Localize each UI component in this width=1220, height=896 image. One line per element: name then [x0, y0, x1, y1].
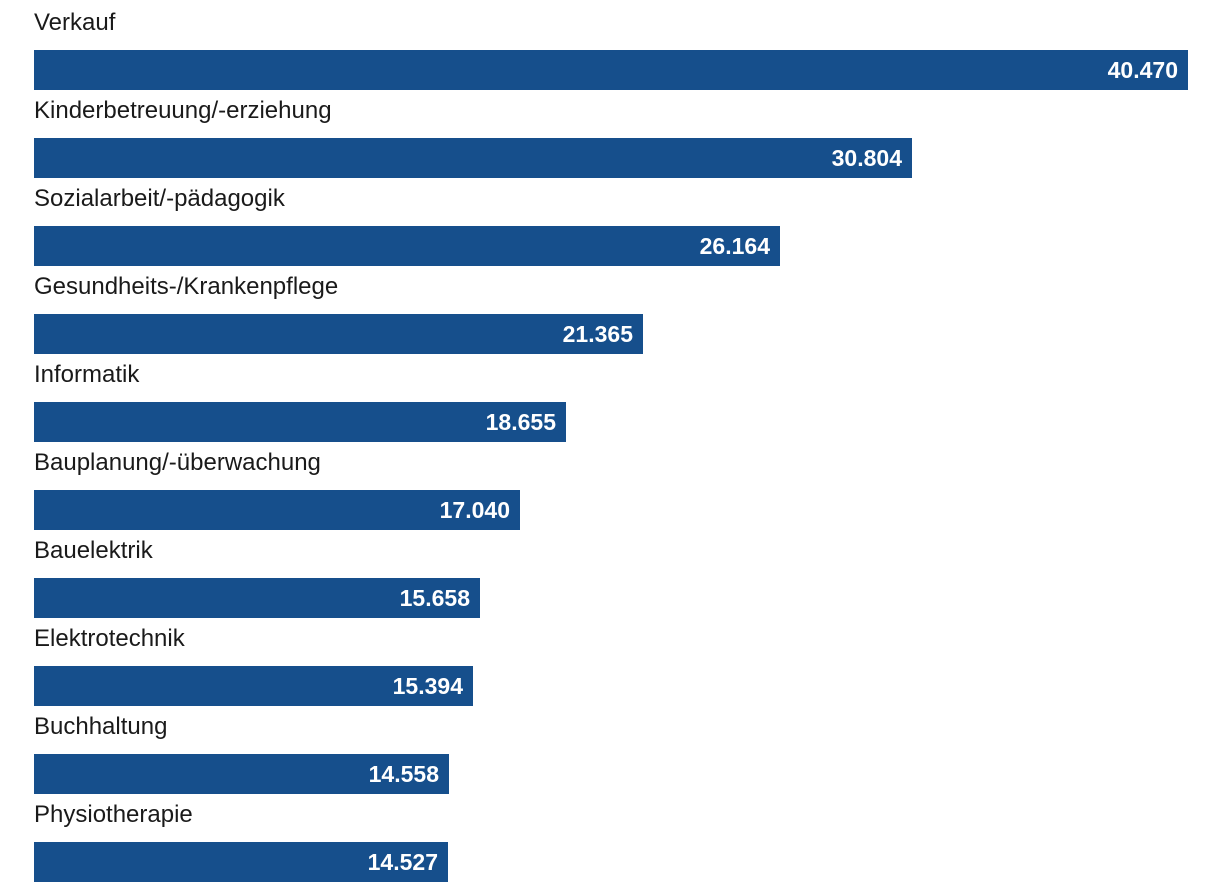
value-label: 30.804 — [831, 145, 902, 171]
bar: 14.527 — [34, 842, 448, 882]
bar: 17.040 — [34, 490, 520, 530]
category-label: Kinderbetreuung/-erziehung — [34, 97, 332, 124]
bar-row: Buchhaltung 14.558 — [0, 708, 1220, 796]
bar-row: Informatik 18.655 — [0, 356, 1220, 444]
category-label: Bauelektrik — [34, 537, 153, 564]
bar: 30.804 — [34, 138, 912, 178]
value-label: 15.394 — [392, 673, 463, 699]
bar-row: Bauplanung/-überwachung 17.040 — [0, 444, 1220, 532]
value-label: 21.365 — [562, 321, 633, 347]
value-label: 40.470 — [1107, 57, 1178, 83]
bar: 40.470 — [34, 50, 1188, 90]
bar-row: Sozialarbeit/-pädagogik 26.164 — [0, 180, 1220, 268]
value-label: 17.040 — [439, 497, 510, 523]
category-label: Physiotherapie — [34, 801, 193, 828]
category-label: Bauplanung/-überwachung — [34, 449, 321, 476]
category-label: Sozialarbeit/-pädagogik — [34, 185, 285, 212]
bar-row: Kinderbetreuung/-erziehung 30.804 — [0, 92, 1220, 180]
category-label: Gesundheits-/Krankenpflege — [34, 273, 339, 300]
value-label: 14.558 — [368, 761, 439, 787]
value-label: 14.527 — [367, 849, 438, 875]
bar: 18.655 — [34, 402, 566, 442]
value-label: 26.164 — [699, 233, 770, 259]
bar: 14.558 — [34, 754, 449, 794]
category-label: Elektrotechnik — [34, 625, 185, 652]
category-label: Verkauf — [34, 9, 116, 36]
bar: 15.394 — [34, 666, 473, 706]
bar: 15.658 — [34, 578, 480, 618]
bar-row: Physiotherapie 14.527 — [0, 796, 1220, 884]
bar-row: Elektrotechnik 15.394 — [0, 620, 1220, 708]
category-label: Informatik — [34, 361, 140, 388]
bar-row: Gesundheits-/Krankenpflege 21.365 — [0, 268, 1220, 356]
bar: 21.365 — [34, 314, 643, 354]
bar-row: Bauelektrik 15.658 — [0, 532, 1220, 620]
value-label: 15.658 — [399, 585, 470, 611]
value-label: 18.655 — [485, 409, 556, 435]
bar: 26.164 — [34, 226, 780, 266]
bar-row: Verkauf 40.470 — [0, 4, 1220, 92]
category-label: Buchhaltung — [34, 713, 168, 740]
